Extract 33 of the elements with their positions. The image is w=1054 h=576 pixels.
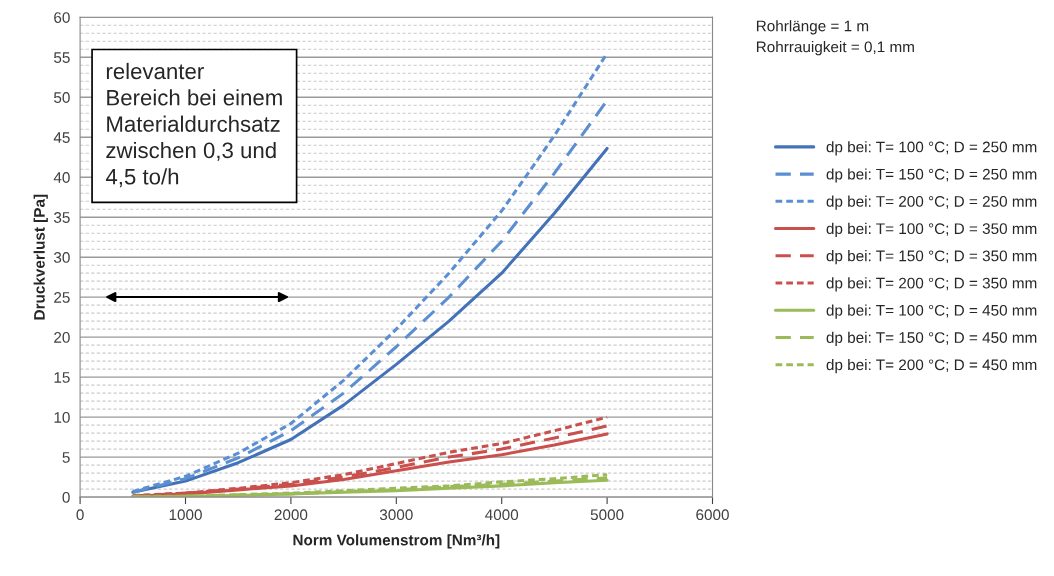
legend-label: dp bei: T= 200 °C; D = 250 mm xyxy=(826,195,1037,210)
legend-label: dp bei: T= 200 °C; D = 350 mm xyxy=(826,277,1037,292)
x-tick-label: 1000 xyxy=(169,509,202,521)
legend-label: dp bei: T= 150 °C; D = 250 mm xyxy=(826,168,1037,183)
annotation: relevanter Bereich bei einem Materialdurchsatz zwischen 0,3 und 4,5 to/h xyxy=(105,62,282,188)
y-tick-label: 40 xyxy=(53,172,70,183)
legend-label: dp bei: T= 100 °C; D = 250 mm xyxy=(826,141,1037,156)
x-tick-label: 3000 xyxy=(379,509,413,521)
y-tick-label: 5 xyxy=(62,452,70,463)
x-tick-label: 0 xyxy=(76,509,84,521)
y-tick-label: 50 xyxy=(54,92,70,103)
y-tick-label: 30 xyxy=(53,252,70,263)
x-tick-label: 5000 xyxy=(590,509,624,521)
legend-label: dp bei: T= 100 °C; D = 350 mm xyxy=(826,222,1037,238)
y-tick-label: 25 xyxy=(54,292,70,303)
y-tick-label: 0 xyxy=(62,491,70,503)
legend-label: dp bei: T= 100 °C; D = 450 mm xyxy=(826,304,1037,319)
x-axis-title: Norm Volumenstrom [Nm³/h] xyxy=(293,534,500,549)
y-tick-label: 10 xyxy=(54,411,70,423)
y-tick-label: 15 xyxy=(54,372,70,383)
x-tick-label: 6000 xyxy=(696,509,729,521)
y-tick-label: 60 xyxy=(54,12,70,23)
legend-label: dp bei: T= 200 °C; D = 450 mm xyxy=(826,358,1037,374)
x-tick-label: 4000 xyxy=(485,509,519,521)
y-tick-label: 45 xyxy=(53,132,70,143)
legend-label: dp bei: T= 150 °C; D = 450 mm xyxy=(826,331,1037,346)
y-tick-label: 55 xyxy=(54,52,70,63)
text: Rohrlänge = 1 m Rohrrauigkeit = 0,1 mm xyxy=(756,20,914,56)
legend-label: dp bei: T= 150 °C; D = 350 mm xyxy=(826,250,1037,265)
y-axis-title: Druckverlust [Pa] xyxy=(33,194,48,320)
y-tick-label: 20 xyxy=(54,332,70,343)
y-tick-label: 35 xyxy=(53,212,70,223)
x-tick-label: 2000 xyxy=(274,509,308,521)
